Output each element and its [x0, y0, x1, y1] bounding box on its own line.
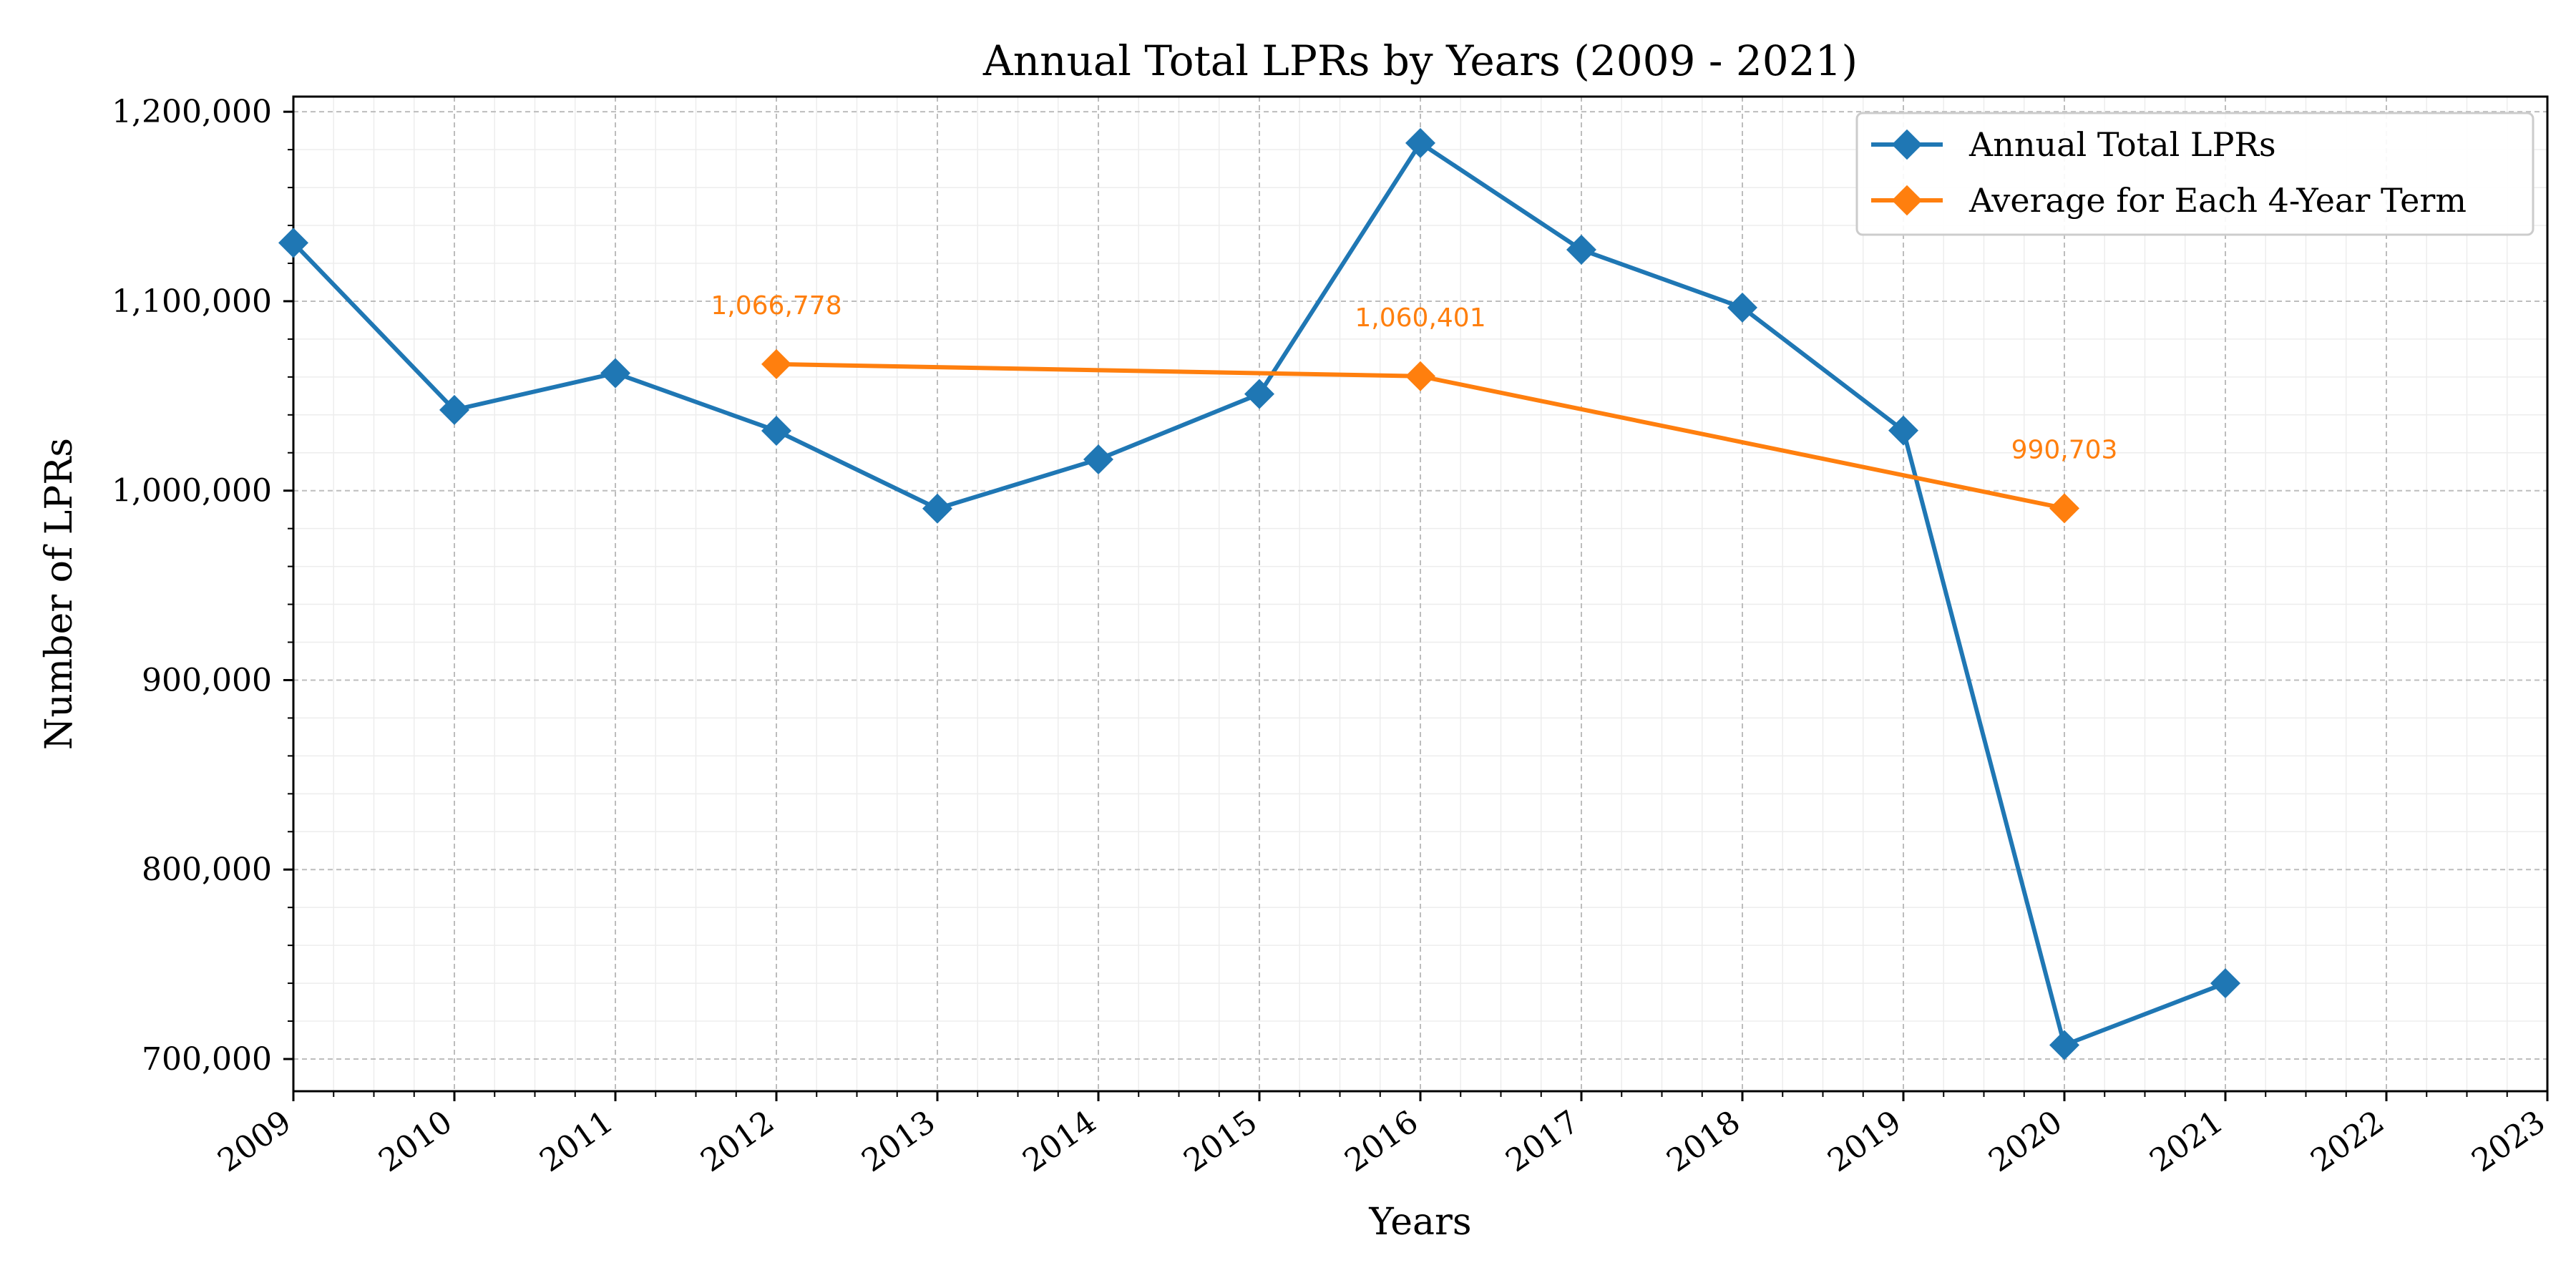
- annotations: 1,066,778 1,060,401 990,703: [711, 291, 2117, 464]
- x-tick-label: 2019: [1821, 1103, 1908, 1179]
- x-tick-label: 2023: [2465, 1103, 2552, 1179]
- y-tick-label: 900,000: [142, 662, 272, 698]
- average-data-label: 1,066,778: [711, 291, 841, 321]
- axis-ticks: 2009 2010 2011 2012 2013 2014 2015 2016 2017 2018…: [112, 94, 2552, 1179]
- annual-total-point: [1727, 292, 1757, 323]
- legend-label-annual-total: Annual Total LPRs: [1968, 125, 2276, 164]
- legend-label-four-year-average: Average for Each 4-Year Term: [1968, 181, 2467, 220]
- annual-total-point: [2210, 968, 2240, 999]
- x-tick-label: 2015: [1177, 1103, 1264, 1179]
- annual-total-point: [1888, 415, 1918, 446]
- y-tick-label: 1,100,000: [112, 283, 272, 320]
- average-data-label: 1,060,401: [1355, 303, 1485, 333]
- legend-entry-annual-total: Annual Total LPRs: [1871, 125, 2276, 164]
- x-tick-label: 2011: [533, 1103, 620, 1179]
- grid: [293, 97, 2548, 1091]
- series-layer: [278, 127, 2240, 1060]
- four-year-average-point: [2049, 493, 2079, 524]
- annual-total-point: [600, 358, 630, 389]
- annual-total-point: [1405, 127, 1435, 158]
- x-tick-label: 2018: [1660, 1103, 1747, 1179]
- legend: Annual Total LPRs Average for Each 4-Yea…: [1855, 112, 2534, 236]
- annual-total-point: [1083, 444, 1113, 474]
- annual-total-point: [761, 415, 791, 446]
- annual-total-point: [1244, 379, 1274, 409]
- x-tick-label: 2012: [694, 1103, 781, 1179]
- average-data-label: 990,703: [2011, 435, 2118, 464]
- four-year-average-point: [1405, 361, 1435, 391]
- x-tick-label: 2014: [1016, 1103, 1103, 1179]
- four-year-average-point: [761, 348, 791, 379]
- x-tick-label: 2010: [372, 1103, 459, 1179]
- x-tick-label: 2022: [2304, 1103, 2391, 1179]
- annual-total-point: [278, 228, 308, 258]
- x-axis-label: Years: [1368, 1201, 1471, 1244]
- legend-box: [1855, 112, 2534, 236]
- annual-total-point: [439, 394, 469, 425]
- x-tick-label: 2020: [1982, 1103, 2069, 1179]
- y-axis-label: Number of LPRs: [38, 438, 81, 750]
- y-tick-label: 800,000: [142, 852, 272, 888]
- y-tick-label: 700,000: [142, 1041, 272, 1078]
- x-tick-label: 2016: [1338, 1103, 1425, 1179]
- annual-total-point: [2049, 1030, 2079, 1060]
- annual-total-point: [1566, 235, 1596, 265]
- x-tick-label: 2017: [1499, 1103, 1586, 1179]
- x-tick-label: 2013: [855, 1103, 942, 1179]
- chart-title: Annual Total LPRs by Years (2009 - 2021): [982, 36, 1858, 85]
- x-tick-label: 2009: [211, 1103, 298, 1179]
- annual-total-point: [922, 493, 952, 524]
- y-tick-label: 1,000,000: [112, 473, 272, 509]
- y-tick-label: 1,200,000: [112, 94, 272, 130]
- x-tick-label: 2021: [2143, 1103, 2230, 1179]
